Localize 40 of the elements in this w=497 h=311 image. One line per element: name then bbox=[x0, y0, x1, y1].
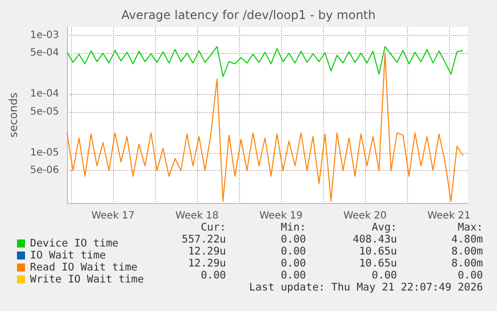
text: 0.00 bbox=[372, 270, 398, 282]
y-tick-label: 5e-04 bbox=[30, 48, 59, 59]
text: 0.00 bbox=[458, 270, 484, 282]
text: Cur: bbox=[200, 222, 226, 234]
text: 0.00 bbox=[280, 246, 306, 258]
text: 12.29u bbox=[188, 246, 226, 258]
text: 0.00 bbox=[280, 270, 306, 282]
legend-label: Read IO Wait time bbox=[30, 262, 138, 274]
legend-label: Device IO time bbox=[30, 238, 119, 250]
y-tick-label: 1e-03 bbox=[30, 30, 59, 42]
text: 10.65u bbox=[359, 246, 398, 258]
text: Last update: Thu May 21 22:07:49 2026 bbox=[249, 282, 484, 294]
x-tick-label: Week 20 bbox=[343, 210, 387, 222]
x-tick-label: Week 19 bbox=[259, 210, 303, 222]
text: Max: bbox=[458, 222, 484, 234]
legend-label: IO Wait time bbox=[30, 250, 106, 262]
x-tick-label: Week 18 bbox=[175, 210, 219, 222]
legend-label: Write IO Wait time bbox=[30, 274, 144, 286]
text: 408.43u bbox=[352, 234, 398, 246]
x-tick-label: Week 17 bbox=[91, 210, 135, 222]
y-axis-title: seconds bbox=[7, 92, 20, 138]
y-tick-label: 1e-04 bbox=[30, 88, 59, 100]
text: 4.80m bbox=[451, 234, 483, 246]
line-series bbox=[66, 46, 464, 78]
x-tick-label: Week 21 bbox=[427, 210, 471, 222]
line-series bbox=[66, 52, 464, 202]
y-tick-label: 5e-06 bbox=[30, 165, 59, 176]
chart-title: Average latency for /dev/loop1 - by month bbox=[121, 8, 376, 22]
text: 8.00m bbox=[451, 258, 483, 270]
text: 10.65u bbox=[359, 258, 398, 270]
text: Min: bbox=[280, 222, 306, 234]
y-tick-label: 5e-05 bbox=[30, 106, 59, 118]
text: 0.00 bbox=[280, 258, 306, 270]
y-tick-label: 1e-05 bbox=[30, 147, 59, 158]
text: Avg: bbox=[372, 222, 398, 234]
text: 0.00 bbox=[280, 234, 306, 246]
text: 557.22u bbox=[182, 234, 226, 246]
text: 8.00m bbox=[451, 246, 483, 258]
text: 12.29u bbox=[188, 258, 226, 270]
text: 0.00 bbox=[200, 270, 226, 282]
